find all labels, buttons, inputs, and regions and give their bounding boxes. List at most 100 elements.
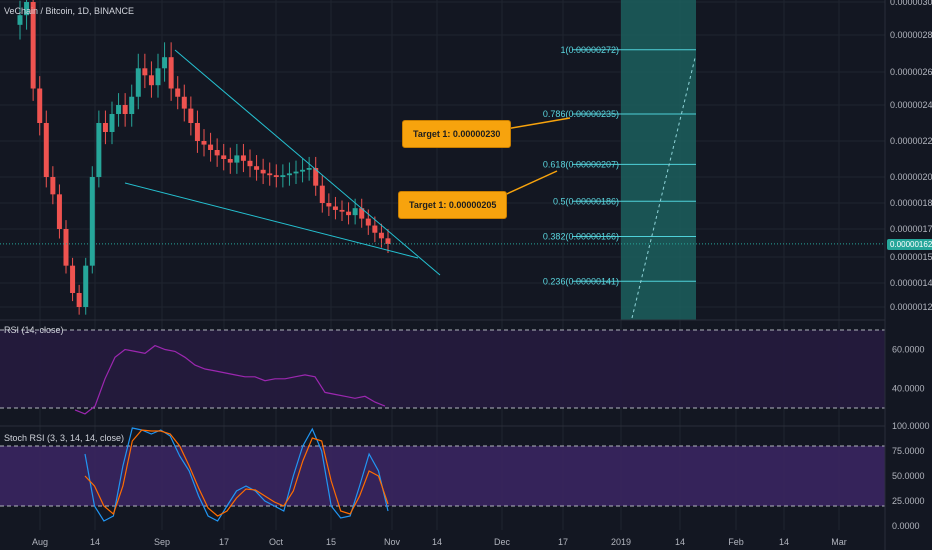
callout-pointer-2 [499, 170, 558, 198]
rsi-tick-label: 60.0000 [892, 345, 925, 355]
x-tick-label: 2019 [611, 537, 631, 547]
x-tick-label: 14 [779, 537, 789, 547]
current-price-tag: 0.00000162 [887, 239, 932, 250]
candle-body [254, 166, 260, 170]
rsi-band [0, 330, 885, 408]
candle-body [372, 225, 378, 233]
candle-body [352, 208, 358, 216]
candle-body [273, 175, 279, 177]
candle-body [43, 123, 49, 177]
y-tick-label: 0.00000128 [890, 302, 932, 312]
x-tick-label: 15 [326, 537, 336, 547]
projection-zone [621, 0, 696, 320]
stoch-title: Stoch RSI (3, 3, 14, 14, close) [4, 433, 125, 443]
candle-body [50, 177, 56, 195]
candle-body [378, 232, 384, 239]
fib-label: 0.382(0.00000166) [543, 231, 619, 241]
x-tick-label: Aug [32, 537, 48, 547]
candle-body [175, 88, 181, 97]
stoch-tick-label: 100.0000 [892, 421, 930, 431]
rsi-line [0, 329, 885, 415]
fib-label: 0.786(0.00000235) [543, 109, 619, 119]
fib-label: 0.618(0.00000207) [543, 159, 619, 169]
wedge-lower-line [124, 182, 419, 259]
x-tick-label: Sep [154, 537, 170, 547]
candle-body [339, 209, 345, 212]
x-tick-label: 14 [675, 537, 685, 547]
candle-body [359, 208, 365, 219]
candle-body [221, 155, 227, 159]
candle-body [24, 2, 30, 16]
x-tick-label: Mar [831, 537, 847, 547]
symbol-title: VeChain / Bitcoin, 1D, BINANCE [4, 6, 135, 16]
candle-body [365, 218, 371, 226]
candle-body [267, 173, 273, 176]
candle-body [102, 123, 108, 132]
candle-body [89, 177, 95, 266]
candle-body [280, 175, 286, 177]
candle-body [313, 168, 319, 186]
candle-body [214, 150, 220, 156]
x-tick-label: 14 [432, 537, 442, 547]
candle-body [168, 57, 174, 89]
candle-body [319, 185, 325, 203]
candle-body [96, 123, 102, 177]
target-callout-1: Target 1: 0.00000230 [402, 120, 512, 148]
axes: Aug 14 Sep 17 Oct 15 Nov 14 Dec 17 2019 14 Feb 14 Mar 0… [32, 0, 932, 547]
stoch-tick-label: 50.0000 [892, 471, 925, 481]
target-callout-2: Target 1: 0.00000205 [398, 191, 508, 219]
stoch-tick-label: 25.0000 [892, 496, 925, 506]
candle-body [109, 114, 115, 132]
candle-body [240, 155, 246, 161]
y-tick-label: 0.00000155 [890, 252, 932, 262]
stoch-d-line [84, 429, 389, 517]
falling-wedge [124, 49, 696, 319]
candle-body [194, 123, 200, 141]
wedge-upper-line [174, 49, 441, 276]
x-tick-label: 17 [558, 537, 568, 547]
x-tick-label: 17 [219, 537, 229, 547]
stoch-tick-label: 75.0000 [892, 446, 925, 456]
candle-body [83, 265, 89, 307]
candle-body [247, 160, 253, 167]
stoch-k-line [84, 427, 389, 522]
candle-body [332, 206, 338, 210]
candle-body [346, 211, 352, 216]
candle-body [76, 293, 82, 307]
projection-dashed-line [631, 57, 696, 319]
x-tick-label: Oct [269, 537, 284, 547]
candle-body [181, 96, 187, 109]
candle-body [326, 203, 332, 207]
candle-body [122, 105, 128, 114]
candle-body [129, 96, 135, 114]
candle-body [227, 159, 233, 163]
candle-body [300, 169, 306, 172]
candle-body [155, 68, 161, 86]
candle-body [135, 68, 141, 97]
callout-pointer-1 [499, 117, 571, 131]
candle-body [37, 88, 43, 123]
candles [0, 0, 885, 315]
fib-label: 0.236(0.00000141) [543, 276, 619, 286]
candle-body [306, 168, 312, 170]
x-tick-label: Nov [384, 537, 401, 547]
stoch-band [0, 446, 885, 506]
candle-body [56, 194, 62, 229]
candle-body [293, 171, 299, 174]
candle-body [260, 169, 266, 174]
fib-label: 1(0.00000272) [560, 45, 619, 55]
rsi-series-line [74, 344, 386, 415]
candle-body [142, 68, 148, 76]
stoch-lines [0, 427, 885, 522]
fib-label: 0.5(0.00000186) [553, 196, 619, 206]
candle-body [188, 108, 194, 123]
rsi-title: RSI (14, close) [4, 325, 64, 335]
candle-body [116, 105, 122, 114]
